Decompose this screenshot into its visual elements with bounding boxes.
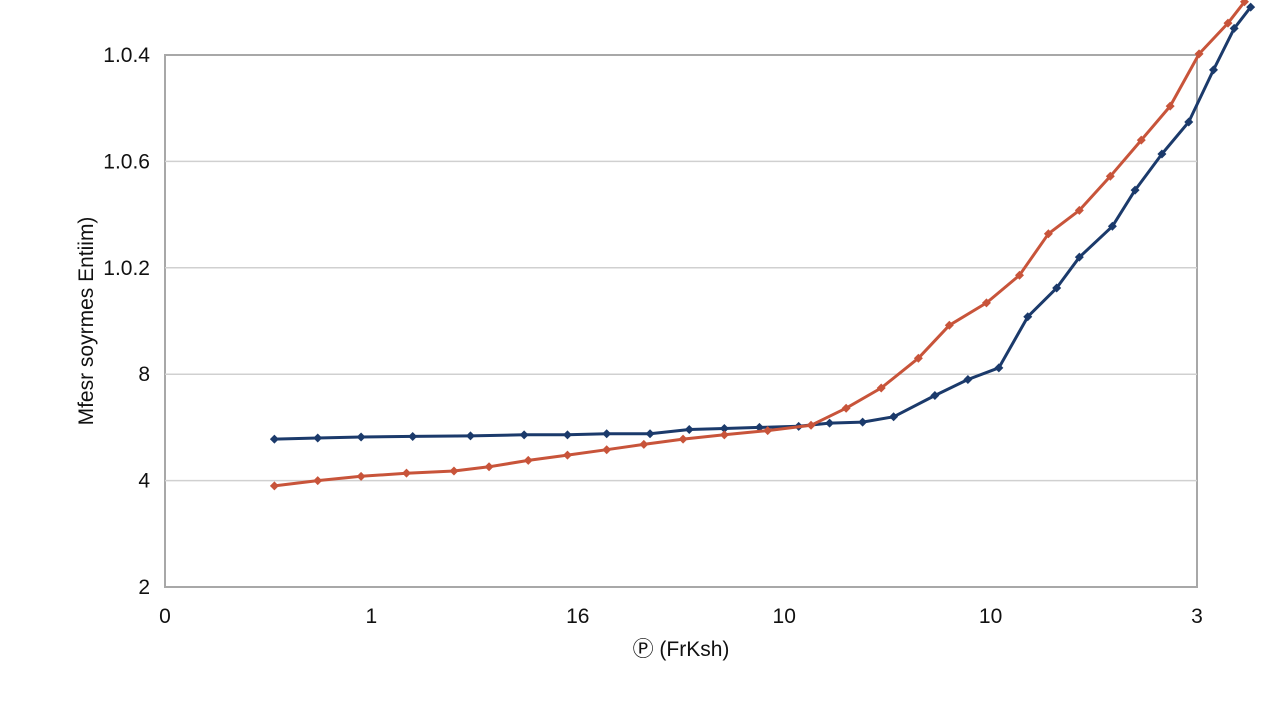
data-point [719,423,729,433]
data-point [1074,205,1084,215]
data-point [602,445,612,455]
x-tick-label: 10 [979,605,1002,628]
y-axis-title: Mfesr soyrmes Entiim) [75,217,98,426]
data-point [825,418,835,428]
y-tick-label: 1.0.6 [103,150,150,173]
data-point [269,434,279,444]
data-point [465,431,475,441]
data-point [562,450,572,460]
data-point [313,476,323,486]
data-point [806,420,816,430]
data-point [719,430,729,440]
x-tick-label: 16 [566,605,589,628]
data-point [994,363,1004,373]
data-point [1105,171,1115,181]
data-point [401,468,411,478]
data-point [981,298,991,308]
data-point [1194,49,1204,59]
data-point [484,462,494,472]
data-point [519,430,529,440]
data-point [1165,101,1175,111]
series-2 [269,0,1249,491]
data-point [1246,2,1256,12]
y-tick-label: 8 [138,363,150,386]
data-point [963,375,973,385]
y-tick-label: 2 [138,576,150,599]
data-point [1074,252,1084,262]
data-point [1229,23,1239,33]
x-tick-label: 0 [159,605,171,628]
y-tick-label: 1.0.2 [103,257,150,280]
data-point [1209,65,1219,75]
data-point [684,425,694,435]
data-point [356,432,366,442]
data-point [754,422,764,432]
data-point [269,481,279,491]
data-point [944,320,954,330]
data-point [876,383,886,393]
data-point [1130,185,1140,195]
data-point [913,353,923,363]
gridlines [165,160,1197,482]
x-axis-ticks: 0 1 16 10 10 3 [159,605,1203,628]
data-point [313,433,323,443]
data-point [1107,221,1117,231]
data-point [562,430,572,440]
data-point [645,429,655,439]
data-point [1023,312,1033,322]
y-tick-label: 1.0.4 [103,44,150,67]
plot-area [164,54,1198,588]
series-line [272,0,1246,488]
data-point [449,466,459,476]
x-tick-label: 3 [1191,605,1203,628]
data-point [1239,0,1249,7]
data-point [356,471,366,481]
data-point [523,455,533,465]
data-point [858,417,868,427]
data-point [639,439,649,449]
data-point [1157,149,1167,159]
data-point [1136,135,1146,145]
data-point [889,412,899,422]
data-point [678,434,688,444]
data-point [763,426,773,436]
data-point [1014,270,1024,280]
y-axis-ticks: 2 4 8 1.0.2 1.0.6 1.0.4 [103,44,150,599]
x-tick-label: 10 [773,605,796,628]
data-point [1043,229,1053,239]
data-point [1184,117,1194,127]
data-point [1052,283,1062,293]
data-point [1223,18,1233,28]
x-tick-label: 1 [366,605,378,628]
series-1 [269,2,1256,444]
y-tick-label: 4 [138,470,150,493]
data-point [408,431,418,441]
data-point [841,403,851,413]
series-layer [269,0,1256,491]
data-point [930,390,940,400]
data-point [602,429,612,439]
x-axis-title: Ⓟ (FrKsh) [633,638,730,661]
